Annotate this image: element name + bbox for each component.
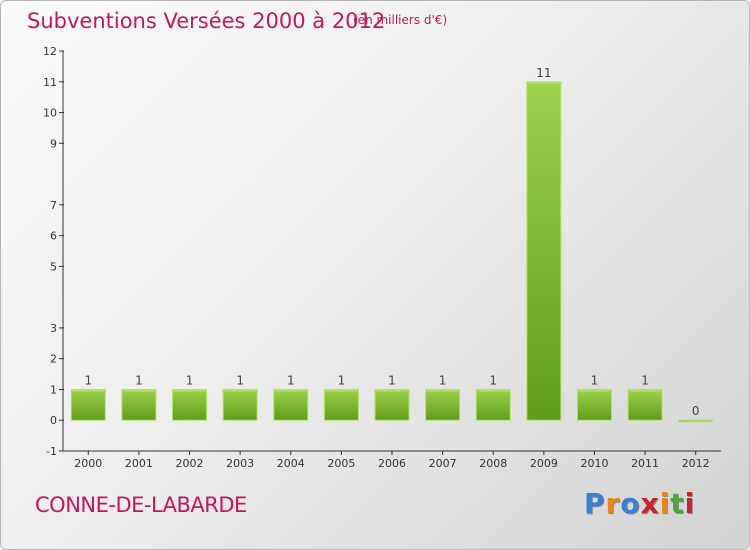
chart-unit: (en milliers d'€) — [353, 13, 448, 27]
data-label: 1 — [84, 373, 92, 387]
bar — [475, 388, 511, 421]
data-label: 1 — [236, 373, 244, 387]
y-tick-label: 6 — [50, 230, 57, 243]
data-label: 1 — [135, 373, 143, 387]
logo-letter: r — [605, 487, 621, 520]
data-label: 1 — [186, 373, 194, 387]
y-tick-label: 2 — [50, 353, 57, 366]
x-tick-label: 2000 — [74, 457, 102, 470]
logo-letter: o — [620, 487, 641, 520]
bar — [374, 388, 410, 421]
commune-name: CONNE-DE-LABARDE — [35, 493, 247, 517]
bar — [172, 388, 208, 421]
data-label: 1 — [591, 373, 599, 387]
x-tick-label: 2005 — [327, 457, 355, 470]
bar — [222, 388, 258, 421]
data-label: 1 — [439, 373, 447, 387]
x-tick-label: 2011 — [631, 457, 659, 470]
bar — [678, 419, 714, 423]
bar — [576, 388, 612, 421]
y-tick-label: 5 — [50, 260, 57, 273]
x-tick-label: 2009 — [530, 457, 558, 470]
logo-letter: i — [684, 487, 696, 520]
bar — [121, 388, 157, 421]
x-tick-label: 2002 — [176, 457, 204, 470]
y-tick-label: 11 — [43, 76, 57, 89]
bar — [526, 81, 562, 421]
data-label: 0 — [692, 404, 700, 418]
x-tick-label: 2004 — [277, 457, 305, 470]
data-label: 1 — [388, 373, 396, 387]
y-tick-label: 9 — [50, 137, 57, 150]
x-tick-label: 2012 — [682, 457, 710, 470]
logo-letter: i — [659, 487, 671, 520]
y-tick-label: 1 — [50, 383, 57, 396]
x-tick-label: 2001 — [125, 457, 153, 470]
data-label: 1 — [489, 373, 497, 387]
x-tick-label: 2003 — [226, 457, 254, 470]
y-tick-label: -1 — [46, 445, 57, 458]
bar — [323, 388, 359, 421]
bar — [425, 388, 461, 421]
logo-letter: P — [584, 487, 606, 520]
y-tick-label: 0 — [50, 414, 57, 427]
data-label: 11 — [536, 66, 551, 80]
logo-letter: t — [670, 487, 685, 520]
proxiti-logo: Proxiti — [584, 487, 695, 520]
y-tick-label: 12 — [43, 45, 57, 58]
chart-bars — [70, 81, 714, 423]
x-tick-label: 2007 — [429, 457, 457, 470]
x-tick-label: 2006 — [378, 457, 406, 470]
bar — [273, 388, 309, 421]
logo-letter: x — [640, 487, 660, 520]
data-label: 1 — [641, 373, 649, 387]
y-tick-label: 7 — [50, 199, 57, 212]
x-axis-ticks: 2000 2001 2002 2003 2004 2005 2006 2007 2008 2009… — [74, 451, 710, 470]
x-tick-label: 2008 — [479, 457, 507, 470]
y-tick-label: 3 — [50, 322, 57, 335]
data-label: 1 — [338, 373, 346, 387]
x-tick-label: 2010 — [580, 457, 608, 470]
y-tick-label: 10 — [43, 107, 57, 120]
bar — [627, 388, 663, 421]
chart-title: Subventions Versées 2000 à 2012 — [27, 9, 386, 33]
data-label: 1 — [287, 373, 295, 387]
bar — [70, 388, 106, 421]
